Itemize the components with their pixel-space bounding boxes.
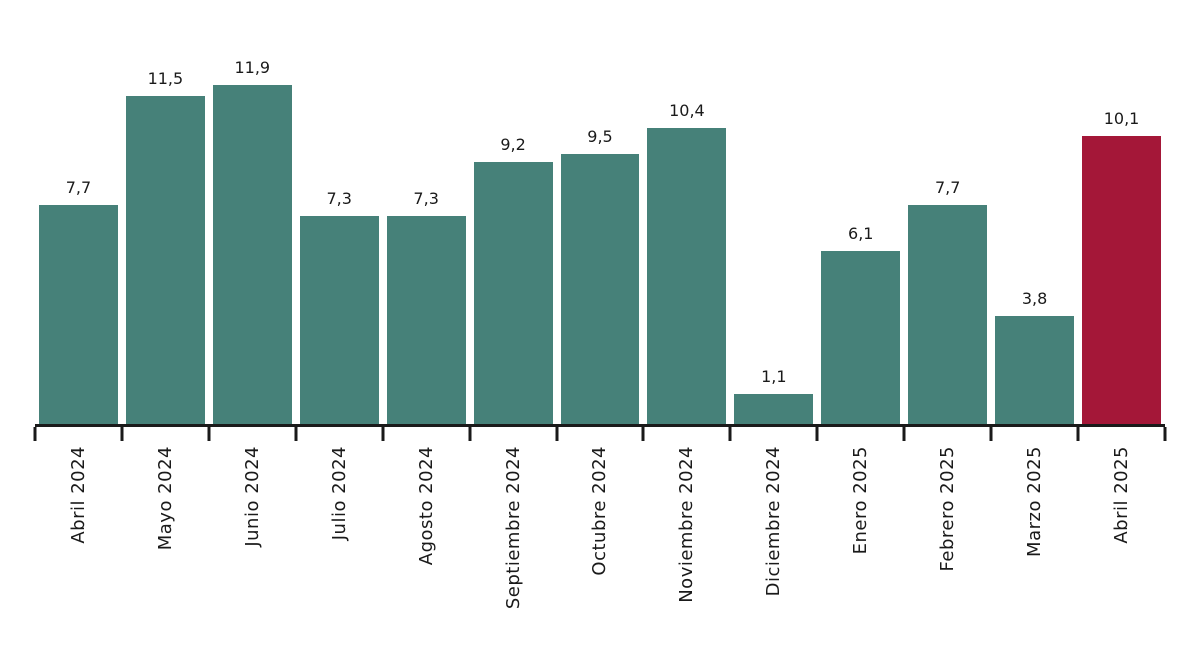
x-axis-line	[35, 424, 1165, 427]
bar	[125, 96, 205, 425]
x-axis-label: Abril 2025	[1111, 446, 1133, 544]
bar-value-label: 9,2	[500, 135, 526, 155]
x-axis-label: Junio 2024	[241, 446, 263, 547]
axis-tick	[815, 427, 819, 441]
x-axis-ticks	[33, 427, 1167, 441]
axis-tick	[207, 427, 211, 441]
x-axis-label: Septiembre 2024	[502, 446, 524, 610]
bar-value-label: 10,1	[1103, 109, 1140, 129]
bar	[995, 316, 1075, 425]
axis-tick	[555, 427, 559, 441]
bar-value-label: 1,1	[761, 366, 787, 386]
bar-value-label: 7,3	[326, 189, 352, 209]
bar-value-label: 3,8	[1021, 289, 1048, 309]
bar	[386, 216, 466, 425]
bar-group: 6,1	[817, 224, 904, 425]
bar	[473, 162, 553, 425]
plot-area: 7,7 11,5 11,9 7,3 7,3 9,2 9,5 10,4 1,1 6,1 7,7 3,8 1…	[35, 0, 1165, 425]
bar-value-label: 9,5	[587, 126, 613, 146]
bar-group: 7,3	[383, 189, 470, 425]
bar-value-label: 6,1	[848, 223, 874, 243]
bar	[821, 250, 901, 425]
bar-group: 11,9	[209, 58, 296, 425]
x-axis-label: Febrero 2025	[937, 446, 959, 572]
bar	[908, 205, 988, 425]
x-axis-label: Diciembre 2024	[763, 446, 785, 597]
bar-group: 7,7	[904, 178, 991, 425]
bar	[1082, 136, 1161, 425]
bar	[212, 85, 292, 425]
bar-group: 3,8	[991, 289, 1078, 425]
bar	[560, 153, 640, 425]
axis-tick	[381, 427, 385, 441]
axis-tick	[468, 427, 472, 441]
x-axis-label: Mayo 2024	[154, 446, 176, 551]
axis-tick	[989, 427, 993, 441]
axis-tick	[902, 427, 906, 441]
bar-value-label: 11,5	[147, 69, 184, 89]
x-axis-labels: Abril 2024 Mayo 2024 Junio 2024 Julio 2024 A…	[35, 446, 1165, 609]
bar-group: 9,5	[557, 127, 644, 425]
axis-tick	[1076, 427, 1080, 441]
bar-value-label: 10,4	[669, 100, 705, 120]
x-axis-label: Marzo 2025	[1024, 446, 1046, 557]
axis-tick	[294, 427, 298, 441]
bar-group: 9,2	[470, 135, 557, 425]
bar-value-label: 7,7	[65, 178, 92, 198]
bar-value-label: 11,9	[234, 58, 271, 78]
axis-tick	[1163, 427, 1167, 441]
x-axis-label: Agosto 2024	[415, 446, 437, 566]
x-axis-label: Abril 2024	[67, 446, 89, 544]
x-axis-label: Julio 2024	[328, 446, 350, 541]
axis-tick	[728, 427, 732, 441]
axis-tick	[641, 427, 645, 441]
axis-tick	[33, 427, 37, 441]
bar-group: 10,1	[1078, 109, 1165, 425]
bar-group: 1,1	[730, 367, 817, 425]
x-axis-label: Octubre 2024	[589, 446, 611, 576]
bar-group: 10,4	[643, 101, 730, 425]
x-axis-label: Noviembre 2024	[676, 446, 698, 603]
bar	[734, 393, 814, 425]
bar-group: 7,3	[296, 189, 383, 425]
x-axis-label: Enero 2025	[850, 446, 872, 555]
bar-value-label: 7,7	[934, 178, 961, 198]
bar-group: 11,5	[122, 69, 209, 425]
bar-value-label: 7,3	[413, 189, 439, 209]
bar	[39, 205, 118, 425]
axis-tick	[120, 427, 124, 441]
bar	[299, 216, 379, 425]
bar	[647, 127, 727, 425]
bar-group: 7,7	[35, 178, 122, 425]
